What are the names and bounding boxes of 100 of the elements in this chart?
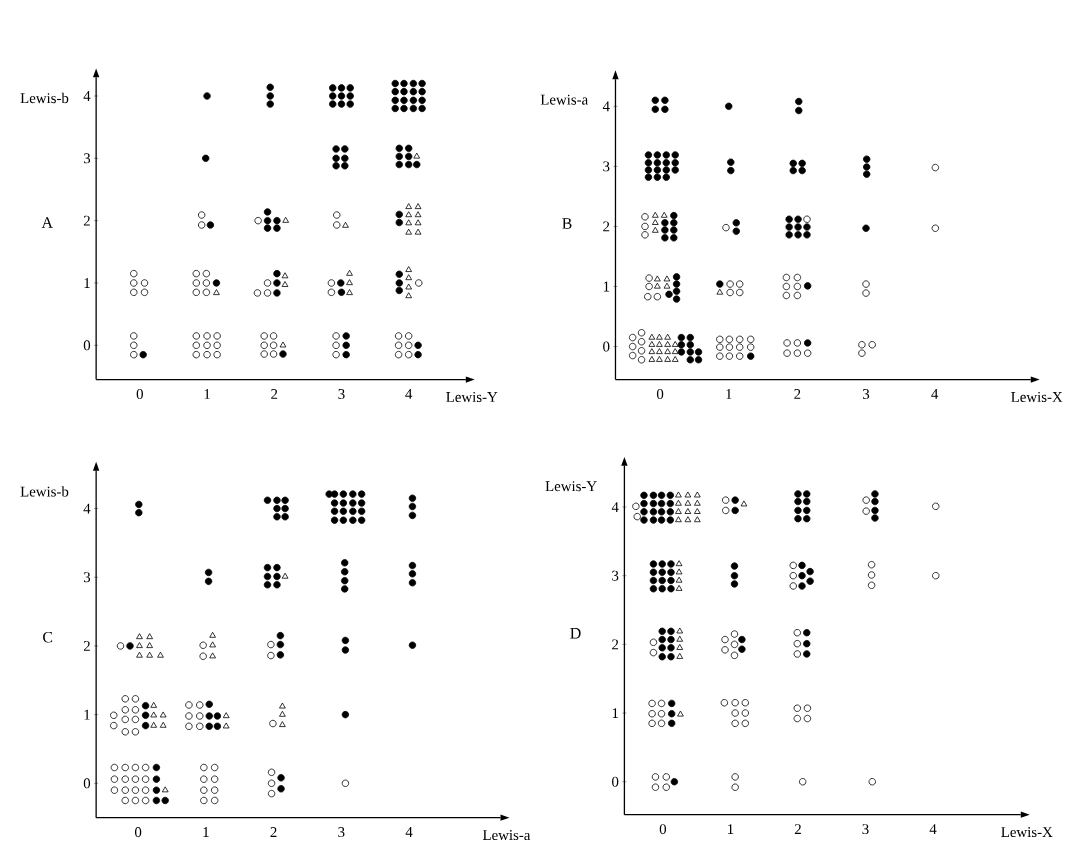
- point: [641, 222, 649, 230]
- point: [405, 341, 413, 349]
- point: [121, 786, 129, 794]
- point: [405, 211, 412, 217]
- point: [720, 698, 729, 707]
- point: [644, 292, 652, 301]
- y-tick-label: 3: [603, 161, 610, 172]
- point: [263, 279, 272, 287]
- point: [803, 714, 812, 723]
- x-tick-label: 2: [271, 388, 278, 399]
- x-tick-label: 1: [726, 388, 732, 399]
- point: [131, 786, 140, 794]
- point: [196, 712, 204, 720]
- point: [747, 335, 755, 343]
- point: [645, 282, 653, 290]
- x-axis-title: Lewis-X: [1011, 391, 1063, 402]
- point: [269, 341, 278, 349]
- point: [141, 786, 150, 794]
- point: [656, 333, 663, 340]
- point: [333, 221, 341, 229]
- point: [731, 698, 739, 707]
- x-tick-label: 4: [405, 388, 413, 399]
- point: [260, 332, 268, 340]
- point: [793, 349, 802, 357]
- point: [327, 288, 336, 296]
- x-tick-label: 0: [136, 388, 143, 399]
- point: [131, 796, 140, 804]
- point: [121, 727, 129, 736]
- point: [721, 646, 729, 654]
- point: [209, 652, 216, 659]
- point: [130, 279, 138, 287]
- point: [267, 768, 276, 776]
- text: D: [570, 627, 581, 639]
- point: [394, 332, 403, 340]
- point: [628, 351, 637, 360]
- point: [269, 719, 277, 728]
- y-tick-label: 4: [602, 101, 610, 112]
- point: [121, 715, 129, 723]
- point: [263, 289, 272, 297]
- point: [783, 349, 791, 357]
- point: [279, 702, 286, 709]
- point: [676, 643, 684, 650]
- point: [279, 710, 286, 717]
- point: [211, 786, 219, 794]
- point: [414, 219, 422, 226]
- point: [793, 704, 801, 712]
- point: [131, 775, 140, 783]
- point: [793, 628, 801, 637]
- point: [405, 274, 412, 280]
- point: [267, 651, 275, 660]
- y-tick-label: 1: [84, 277, 90, 288]
- x-tick-label: 4: [931, 388, 939, 399]
- point: [656, 348, 663, 354]
- point: [858, 340, 866, 349]
- point: [121, 763, 129, 771]
- point: [782, 291, 791, 299]
- point: [150, 721, 158, 728]
- point: [931, 163, 940, 172]
- point: [211, 796, 219, 804]
- point: [130, 350, 138, 359]
- point: [651, 226, 659, 233]
- point: [116, 642, 125, 650]
- point: [136, 651, 143, 658]
- point: [648, 348, 656, 354]
- point: [185, 712, 193, 720]
- point: [140, 288, 149, 296]
- point: [281, 280, 289, 287]
- y-tick-label: 3: [612, 570, 619, 581]
- point: [405, 265, 412, 272]
- point: [628, 342, 637, 351]
- point: [110, 786, 119, 794]
- point: [146, 633, 153, 639]
- point: [121, 796, 129, 804]
- text: B: [562, 218, 572, 229]
- x-tick-label: 3: [862, 823, 869, 834]
- point: [279, 720, 286, 727]
- point: [648, 333, 656, 340]
- point: [185, 722, 193, 730]
- point: [131, 727, 140, 736]
- point: [141, 763, 150, 771]
- y-tick-label: 2: [612, 639, 619, 650]
- point: [676, 635, 684, 642]
- point: [664, 333, 671, 340]
- point: [279, 341, 287, 348]
- point: [793, 714, 801, 723]
- point: [141, 775, 150, 783]
- point: [130, 332, 138, 340]
- point: [662, 773, 670, 781]
- point: [209, 641, 216, 648]
- y-tick-label: 2: [83, 640, 90, 651]
- point: [200, 775, 208, 783]
- point: [394, 350, 403, 359]
- point: [131, 715, 140, 723]
- point: [211, 763, 219, 771]
- point: [346, 279, 353, 285]
- point: [222, 712, 230, 718]
- point: [782, 282, 791, 290]
- point: [192, 279, 200, 287]
- point: [736, 280, 744, 288]
- point: [332, 332, 340, 340]
